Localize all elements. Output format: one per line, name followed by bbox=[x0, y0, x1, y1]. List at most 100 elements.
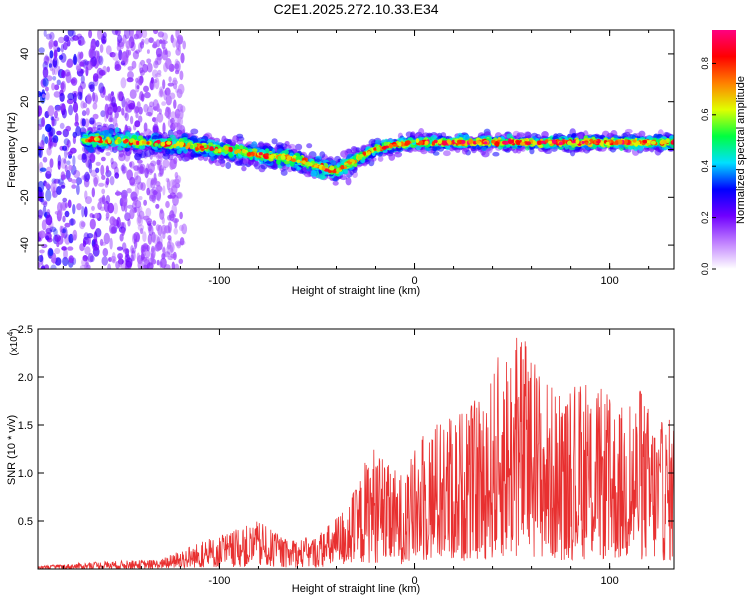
spectrogram-cell bbox=[121, 242, 127, 252]
spectrogram-cell bbox=[87, 252, 94, 263]
spectrogram-cell bbox=[95, 40, 100, 48]
spectrogram-cell bbox=[415, 138, 420, 144]
spectrogram-cell bbox=[148, 224, 154, 236]
spectrogram-cell bbox=[162, 185, 166, 196]
spectrogram-cell bbox=[152, 41, 157, 48]
spectrogram-cell bbox=[109, 237, 113, 250]
spectrogram-cell bbox=[84, 60, 90, 66]
spectrogram-cell bbox=[95, 161, 101, 166]
spectrogram-cell bbox=[44, 264, 50, 269]
spectrogram-cell bbox=[171, 203, 177, 216]
spectrogram-cell bbox=[492, 151, 500, 157]
spectrogram-cell bbox=[46, 225, 53, 231]
spectrogram-cell bbox=[105, 151, 111, 156]
spectrogram-cell bbox=[98, 69, 106, 76]
spectrogram-cell bbox=[178, 36, 183, 45]
spectrogram-cell bbox=[90, 38, 97, 51]
spectrogram-cell bbox=[110, 226, 117, 234]
spectrogram-cell bbox=[98, 182, 105, 187]
spectrogram-cell bbox=[59, 92, 65, 103]
spectrogram-cell bbox=[133, 200, 138, 206]
spectrogram-cell bbox=[110, 91, 114, 97]
spectrogram-cell bbox=[154, 77, 160, 90]
spectrogram-cell bbox=[89, 43, 97, 50]
spectrogram-cell bbox=[632, 139, 637, 143]
spectrogram-cell bbox=[100, 164, 105, 177]
spectrogram-cell bbox=[137, 181, 144, 190]
spectrogram-cell bbox=[100, 241, 107, 246]
spectrogram-cell bbox=[181, 223, 188, 235]
spectrogram-cell bbox=[80, 100, 85, 109]
spectrogram-cell bbox=[68, 104, 74, 116]
spectrogram-cell bbox=[159, 165, 165, 175]
spectrogram-cell bbox=[79, 61, 85, 67]
spectrogram-cell bbox=[167, 235, 172, 241]
spectrogram-cell bbox=[68, 218, 76, 226]
spectrogram-cell bbox=[81, 118, 86, 127]
spectrogram-cell bbox=[169, 159, 175, 171]
spectrogram-cell bbox=[38, 209, 43, 218]
spectrogram-cell bbox=[173, 157, 178, 165]
spectrogram-cell bbox=[491, 139, 496, 144]
spectrogram-cell bbox=[176, 191, 183, 199]
spectrogram-cell bbox=[54, 247, 61, 255]
spectrogram-cell bbox=[92, 91, 96, 102]
spectrogram-cell bbox=[107, 129, 114, 134]
spectrogram-cell bbox=[72, 135, 76, 145]
spectrogram-cell bbox=[134, 175, 142, 185]
spectrogram-cell bbox=[141, 38, 145, 46]
spectrogram-cell bbox=[129, 30, 134, 38]
spectrogram-cell bbox=[130, 245, 134, 254]
spectrogram-cell bbox=[132, 233, 137, 245]
spectrogram-cell bbox=[161, 253, 166, 260]
spectrogram-cell bbox=[289, 160, 295, 167]
spectrogram-cell bbox=[78, 52, 83, 60]
spectrogram-cell bbox=[56, 47, 61, 53]
spectrogram-cell bbox=[40, 196, 45, 203]
spectrogram-cell bbox=[148, 37, 154, 44]
spectrogram-cell bbox=[112, 252, 116, 262]
spectrogram-cell bbox=[134, 184, 139, 197]
spectrogram-cell bbox=[80, 39, 86, 45]
spectrogram-cell bbox=[172, 122, 179, 128]
spectrogram-cell bbox=[148, 168, 153, 175]
spectrogram-cell bbox=[105, 165, 109, 174]
spectrogram-cell bbox=[88, 139, 93, 143]
spectrogram-cell bbox=[167, 221, 172, 234]
spectrogram-cell bbox=[113, 202, 118, 215]
spectrogram-cell bbox=[52, 135, 59, 144]
spectrogram-cell bbox=[147, 105, 154, 117]
spectrogram-cell bbox=[170, 34, 174, 44]
spectrogram-cell bbox=[101, 156, 106, 162]
figure-title: C2E1.2025.272.10.33.E34 bbox=[273, 1, 438, 17]
spectrogram-cell bbox=[306, 143, 313, 149]
spectrogram-cell bbox=[129, 161, 135, 169]
spectrogram-cell bbox=[68, 255, 74, 264]
spectrogram-cell bbox=[98, 55, 104, 66]
spectrogram-cell bbox=[343, 170, 349, 175]
spectrogram-cell bbox=[57, 154, 62, 166]
spectrogram-cell bbox=[79, 81, 86, 90]
spectrogram-cell bbox=[134, 206, 138, 213]
spectrogram-cell bbox=[72, 35, 79, 41]
spectrogram-cell bbox=[150, 160, 157, 167]
spectrogram-cell bbox=[153, 30, 159, 35]
spectrogram-cell bbox=[53, 91, 61, 98]
spectrogram-cell bbox=[42, 93, 46, 99]
spectrogram-cell bbox=[138, 61, 143, 71]
spectrogram-cell bbox=[137, 214, 142, 224]
spectrogram-cell bbox=[159, 208, 164, 214]
spectrogram-cell bbox=[295, 143, 303, 151]
spectrogram-cell bbox=[271, 138, 278, 145]
spectrogram-cell bbox=[51, 252, 57, 264]
spectrogram-cell bbox=[46, 209, 51, 216]
spectrogram-cell bbox=[62, 197, 68, 203]
spectrogram-cell bbox=[146, 49, 150, 54]
spectrogram-cell bbox=[63, 158, 67, 164]
spectrogram-cell bbox=[99, 238, 104, 247]
spectrogram-cell bbox=[319, 173, 326, 180]
spectrogram-cell bbox=[65, 71, 72, 84]
spectrogram-cell bbox=[141, 30, 148, 39]
spectrogram-cell bbox=[57, 209, 63, 218]
